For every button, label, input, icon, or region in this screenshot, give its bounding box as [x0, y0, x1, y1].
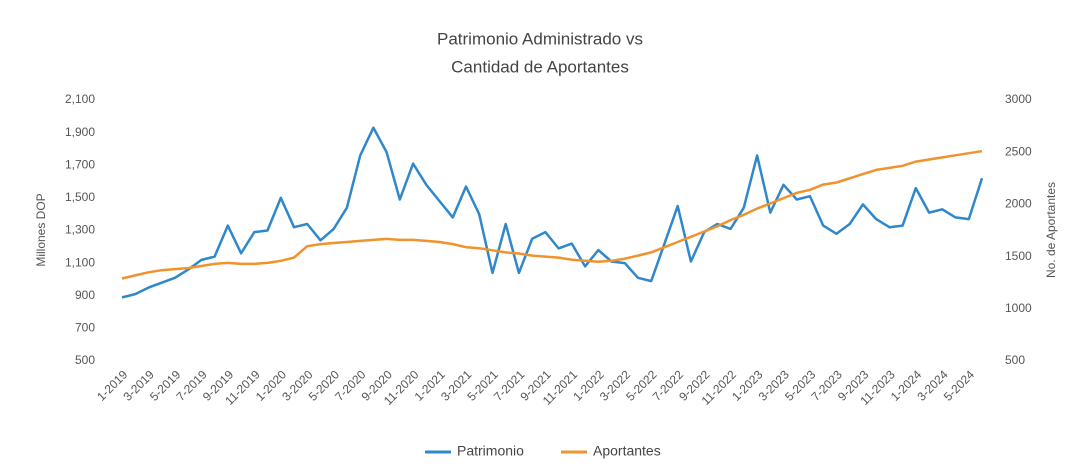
y-tick-label: 1,300 — [65, 223, 95, 237]
y-axis-label: Millones DOP — [34, 193, 48, 266]
y2-tick-label: 3000 — [1005, 92, 1032, 106]
y-tick-label: 1,900 — [65, 125, 95, 139]
chart-title: Cantidad de Aportantes — [451, 57, 629, 76]
y2-tick-label: 1500 — [1005, 249, 1032, 263]
chart-title: Patrimonio Administrado vs — [437, 29, 643, 48]
y-tick-label: 1,700 — [65, 157, 95, 171]
y-tick-label: 500 — [75, 353, 95, 367]
y2-tick-label: 500 — [1005, 353, 1025, 367]
y-tick-label: 2,100 — [65, 92, 95, 106]
y-tick-label: 1,100 — [65, 255, 95, 269]
legend-label: Patrimonio — [457, 443, 524, 459]
y-tick-label: 700 — [75, 321, 95, 335]
legend-label: Aportantes — [593, 443, 661, 459]
y-tick-label: 1,500 — [65, 190, 95, 204]
y2-tick-label: 2000 — [1005, 197, 1032, 211]
y2-tick-label: 1000 — [1005, 301, 1032, 315]
y2-tick-label: 2500 — [1005, 144, 1032, 158]
series-line — [121, 126, 984, 299]
series-line — [121, 149, 983, 280]
y2-axis-label: No. de Aportantes — [1044, 182, 1058, 278]
y-tick-label: 900 — [75, 288, 95, 302]
